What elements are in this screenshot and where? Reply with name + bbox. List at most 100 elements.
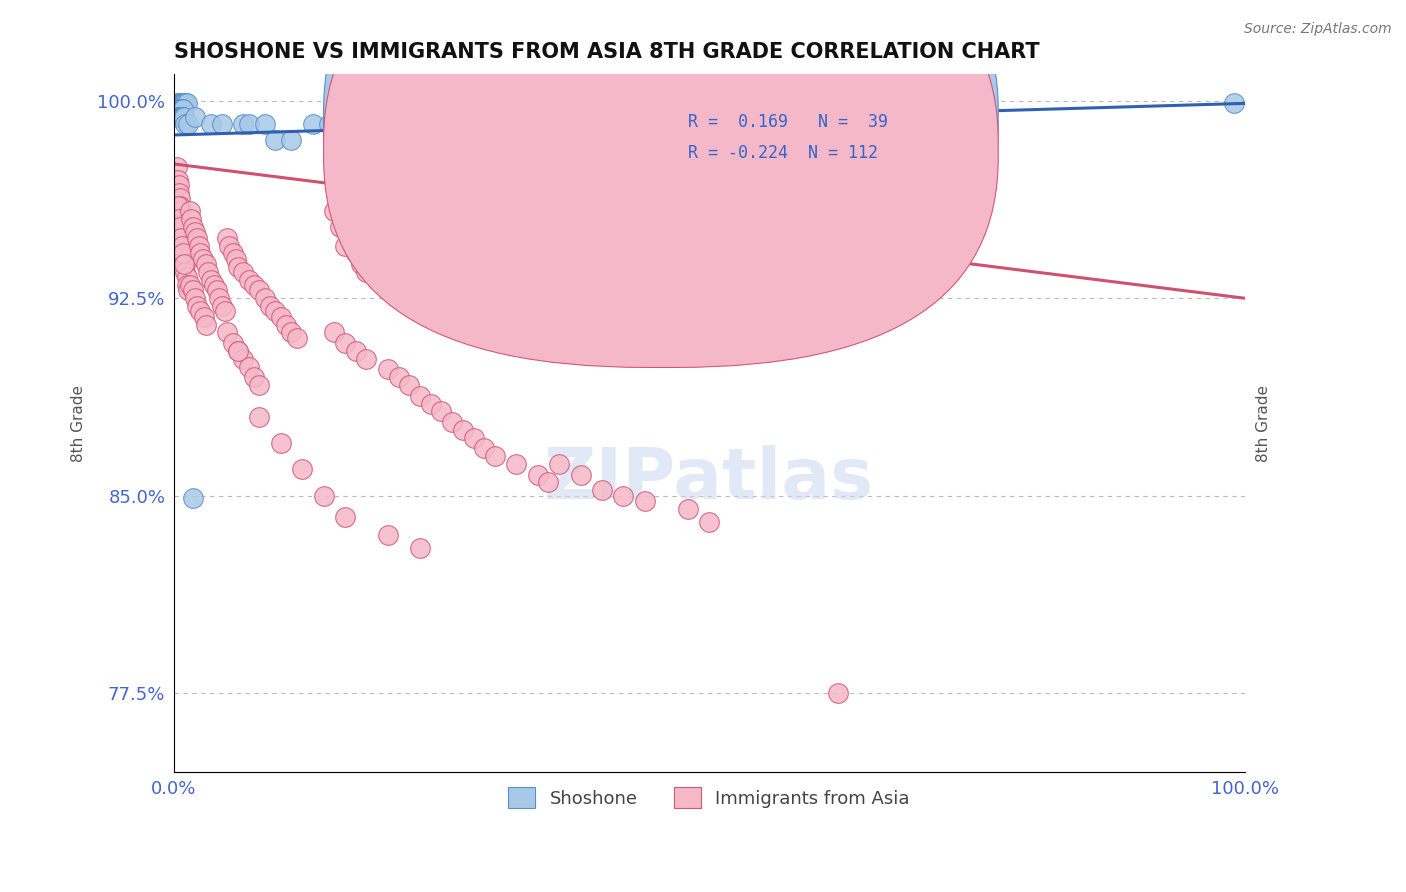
Point — [176, 96, 198, 111]
Point — [280, 326, 302, 340]
Point — [226, 343, 249, 358]
Point — [226, 260, 249, 274]
Point — [172, 218, 194, 232]
Point — [377, 283, 399, 297]
Point — [264, 304, 287, 318]
Point — [170, 96, 193, 111]
Point — [202, 278, 225, 293]
Point — [526, 467, 548, 482]
Point — [169, 96, 191, 111]
Point — [285, 331, 308, 345]
Point — [356, 351, 378, 366]
Point — [366, 273, 388, 287]
Point — [167, 110, 190, 124]
Point — [170, 230, 193, 244]
Y-axis label: 8th Grade: 8th Grade — [1256, 384, 1271, 462]
Point — [264, 133, 287, 147]
Point — [217, 326, 239, 340]
Point — [200, 118, 222, 132]
Point — [226, 343, 249, 358]
Point — [243, 278, 266, 293]
Point — [247, 409, 270, 424]
Point — [172, 238, 194, 252]
Point — [221, 246, 243, 260]
Point — [173, 110, 195, 124]
Point — [172, 110, 194, 124]
Point — [179, 204, 201, 219]
Point — [186, 299, 208, 313]
Point — [463, 431, 485, 445]
Point — [259, 299, 281, 313]
Text: Source: ZipAtlas.com: Source: ZipAtlas.com — [1244, 22, 1392, 37]
Point — [217, 230, 239, 244]
Point — [167, 172, 190, 186]
Point — [191, 252, 214, 266]
Point — [174, 118, 197, 132]
Point — [167, 186, 190, 200]
Point — [172, 230, 194, 244]
Point — [484, 449, 506, 463]
Point — [591, 483, 613, 498]
Point — [419, 396, 441, 410]
Point — [350, 257, 373, 271]
Point — [173, 244, 195, 258]
Point — [184, 110, 207, 124]
Point — [172, 96, 194, 111]
Point — [172, 246, 194, 260]
Point — [193, 310, 215, 324]
Point — [186, 230, 208, 244]
Point — [167, 199, 190, 213]
Point — [323, 326, 346, 340]
Point — [232, 265, 254, 279]
Point — [238, 273, 260, 287]
Text: SHOSHONE VS IMMIGRANTS FROM ASIA 8TH GRADE CORRELATION CHART: SHOSHONE VS IMMIGRANTS FROM ASIA 8TH GRA… — [174, 42, 1039, 62]
Text: R = -0.224  N = 112: R = -0.224 N = 112 — [688, 144, 877, 161]
Point — [170, 212, 193, 227]
Point — [169, 220, 191, 235]
Text: R =  0.169   N =  39: R = 0.169 N = 39 — [688, 113, 887, 131]
Point — [472, 442, 495, 456]
Point — [181, 220, 204, 235]
Point — [205, 283, 228, 297]
Point — [253, 291, 276, 305]
Point — [190, 246, 212, 260]
Point — [181, 283, 204, 297]
Point — [170, 204, 193, 219]
Point — [537, 475, 560, 490]
Point — [377, 528, 399, 542]
Point — [167, 110, 190, 124]
Point — [827, 686, 849, 700]
Point — [214, 304, 236, 318]
Point — [184, 291, 207, 305]
Point — [172, 238, 194, 252]
Point — [167, 96, 190, 111]
Point — [167, 178, 190, 192]
Point — [451, 423, 474, 437]
Point — [247, 378, 270, 392]
Y-axis label: 8th Grade: 8th Grade — [72, 384, 86, 462]
Point — [333, 238, 356, 252]
Point — [344, 246, 367, 260]
Point — [176, 118, 198, 132]
Point — [166, 160, 188, 174]
Point — [176, 270, 198, 285]
FancyBboxPatch shape — [323, 0, 998, 336]
Point — [169, 199, 191, 213]
FancyBboxPatch shape — [323, 0, 998, 368]
Point — [276, 318, 298, 332]
Point — [173, 252, 195, 266]
Point — [190, 304, 212, 318]
Point — [318, 118, 340, 132]
Text: ZIPatlas: ZIPatlas — [544, 444, 875, 514]
Point — [548, 457, 571, 471]
Point — [221, 335, 243, 350]
FancyBboxPatch shape — [628, 103, 875, 169]
Point — [232, 118, 254, 132]
Point — [505, 457, 527, 471]
Point — [409, 389, 432, 403]
Point — [169, 191, 191, 205]
Point — [170, 110, 193, 124]
Point — [612, 489, 634, 503]
Point — [329, 118, 352, 132]
Point — [225, 252, 247, 266]
